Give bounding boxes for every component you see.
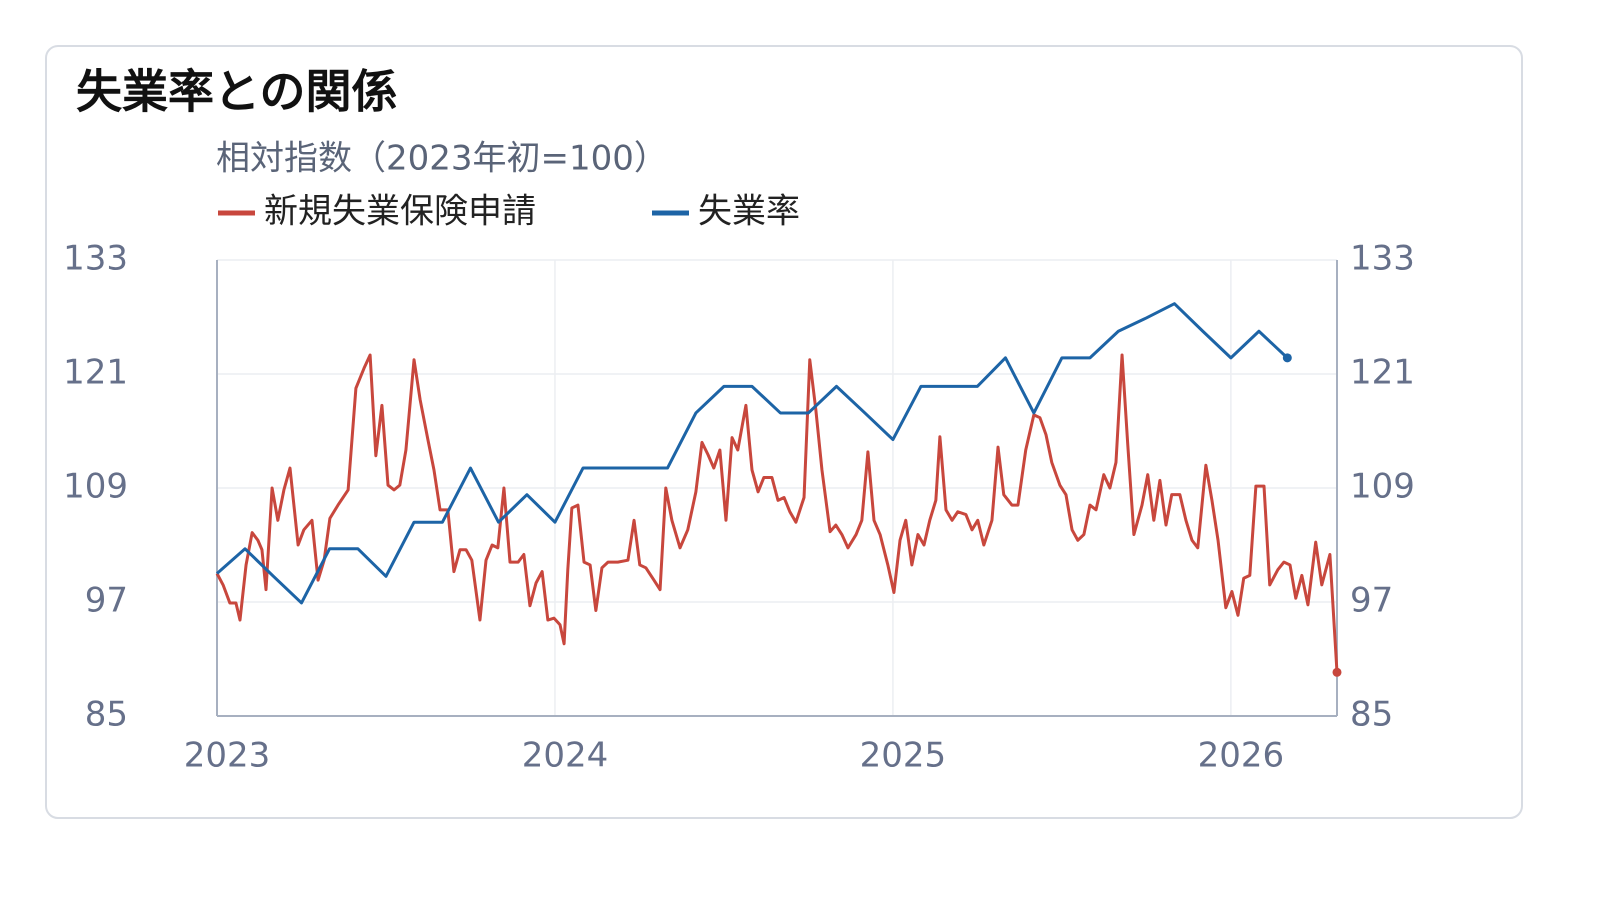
- x-tick-label: 2023: [184, 736, 271, 776]
- y-tick-label: 97: [85, 581, 128, 621]
- series-line: [216, 302, 1289, 605]
- y2-tick-label: 109: [1350, 467, 1415, 507]
- grid: [216, 259, 1338, 717]
- card: [45, 45, 1523, 819]
- y2-tick-label: 85: [1350, 695, 1393, 735]
- legend: 新規失業保険申請 失業率: [218, 192, 800, 232]
- x-tick-label: 2025: [860, 736, 947, 776]
- y-tick-label: 109: [63, 467, 128, 507]
- chart-subtitle: 相対指数（2023年初=100）: [216, 139, 668, 179]
- x-tick-label: 2024: [522, 736, 609, 776]
- y2-tick-label: 133: [1350, 239, 1415, 279]
- y-tick-label: 133: [63, 239, 128, 279]
- chart-title: 失業率との関係: [76, 65, 398, 119]
- legend-label: 失業率: [698, 192, 800, 232]
- series-line: [215, 353, 1339, 673]
- y2-tick-label: 97: [1350, 581, 1393, 621]
- y-tick-label: 121: [63, 353, 128, 393]
- end-point: [1282, 353, 1292, 363]
- end-point: [1332, 667, 1342, 677]
- y2-tick-label: 121: [1350, 353, 1415, 393]
- plot: [215, 302, 1342, 677]
- x-tick-label: 2026: [1198, 736, 1285, 776]
- legend-label: 新規失業保険申請: [264, 192, 536, 232]
- y-tick-label: 85: [85, 695, 128, 735]
